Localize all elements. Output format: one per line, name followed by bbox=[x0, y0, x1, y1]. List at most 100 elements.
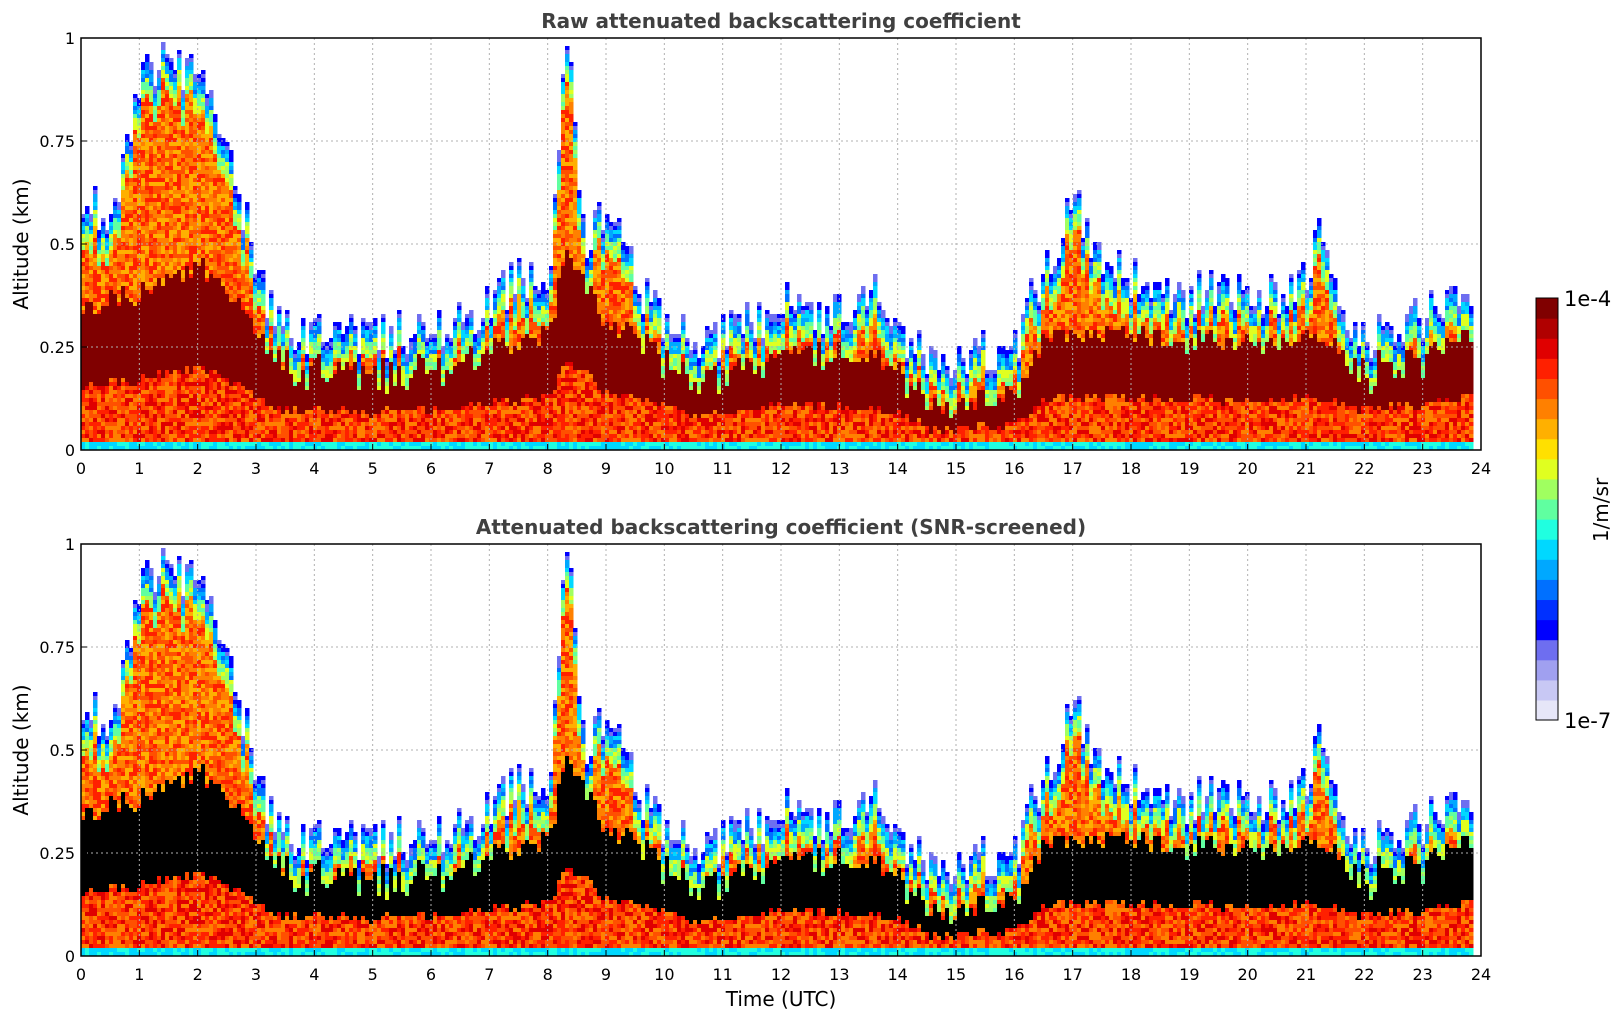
heatmap-cell bbox=[161, 338, 166, 343]
heatmap-cell bbox=[445, 430, 450, 435]
heatmap-cell bbox=[201, 442, 206, 447]
heatmap-cell bbox=[397, 318, 402, 323]
heatmap-cell bbox=[193, 306, 198, 311]
heatmap-cell bbox=[441, 410, 446, 415]
heatmap-cell bbox=[421, 446, 426, 450]
heatmap-cell bbox=[173, 422, 178, 427]
heatmap-cell bbox=[185, 138, 190, 143]
heatmap-cell bbox=[181, 226, 186, 231]
heatmap-cell bbox=[281, 422, 286, 427]
heatmap-cell bbox=[253, 334, 258, 339]
heatmap-cell bbox=[153, 302, 158, 307]
heatmap-cell bbox=[153, 402, 158, 407]
heatmap-cell bbox=[193, 262, 198, 267]
heatmap-cell bbox=[97, 266, 102, 271]
heatmap-cell bbox=[453, 414, 458, 419]
heatmap-cell bbox=[181, 398, 186, 403]
heatmap-cell bbox=[441, 438, 446, 443]
heatmap-cell bbox=[305, 438, 310, 443]
heatmap-cell bbox=[317, 358, 322, 363]
heatmap-cell bbox=[169, 442, 174, 447]
heatmap-cell bbox=[409, 370, 414, 375]
heatmap-cell bbox=[105, 246, 110, 251]
heatmap-cell bbox=[93, 426, 98, 431]
heatmap-cell bbox=[397, 430, 402, 435]
heatmap-cell bbox=[165, 150, 170, 155]
heatmap-cell bbox=[133, 246, 138, 251]
heatmap-cell bbox=[165, 86, 170, 91]
heatmap-cell bbox=[169, 318, 174, 323]
heatmap-cell bbox=[89, 382, 94, 387]
heatmap-cell bbox=[201, 182, 206, 187]
heatmap-cell bbox=[181, 214, 186, 219]
heatmap-cell bbox=[261, 442, 266, 447]
heatmap-cell bbox=[213, 194, 218, 199]
heatmap-cell bbox=[273, 426, 278, 431]
heatmap-cell bbox=[373, 330, 378, 335]
heatmap-cell bbox=[161, 446, 166, 450]
heatmap-cell bbox=[273, 362, 278, 367]
heatmap-cell bbox=[141, 286, 146, 291]
heatmap-cell bbox=[185, 278, 190, 283]
heatmap-cell bbox=[153, 246, 158, 251]
heatmap-cell bbox=[197, 290, 202, 295]
heatmap-cell bbox=[273, 446, 278, 450]
heatmap-cell bbox=[405, 390, 410, 395]
heatmap-cell bbox=[201, 190, 206, 195]
heatmap-cell bbox=[221, 178, 226, 183]
heatmap-cell bbox=[101, 266, 106, 271]
heatmap-cell bbox=[161, 126, 166, 131]
heatmap-cell bbox=[129, 442, 134, 447]
heatmap-cell bbox=[121, 270, 126, 275]
heatmap-cell bbox=[205, 446, 210, 450]
heatmap-cell bbox=[337, 338, 342, 343]
heatmap-cell bbox=[225, 330, 230, 335]
heatmap-cell bbox=[145, 330, 150, 335]
heatmap-cell bbox=[129, 306, 134, 311]
heatmap-cell bbox=[161, 122, 166, 127]
heatmap-cell bbox=[161, 110, 166, 115]
heatmap-cell bbox=[181, 426, 186, 431]
heatmap-cell bbox=[325, 426, 330, 431]
heatmap-cell bbox=[173, 254, 178, 259]
heatmap-cell bbox=[217, 398, 222, 403]
heatmap-cell bbox=[97, 270, 102, 275]
heatmap-cell bbox=[101, 290, 106, 295]
heatmap-cell bbox=[133, 274, 138, 279]
heatmap-cell bbox=[241, 254, 246, 259]
heatmap-cell bbox=[141, 266, 146, 271]
heatmap-cell bbox=[93, 194, 98, 199]
heatmap-cell bbox=[125, 202, 130, 207]
heatmap-cell bbox=[309, 402, 314, 407]
heatmap-cell bbox=[141, 398, 146, 403]
heatmap-cell bbox=[445, 334, 450, 339]
heatmap-cell bbox=[145, 438, 150, 443]
heatmap-cell bbox=[173, 258, 178, 263]
heatmap-cell bbox=[201, 298, 206, 303]
heatmap-cell bbox=[309, 394, 314, 399]
heatmap-cell bbox=[253, 338, 258, 343]
heatmap-cell bbox=[85, 418, 90, 423]
heatmap-cell bbox=[121, 194, 126, 199]
heatmap-cell bbox=[365, 434, 370, 439]
heatmap-cell bbox=[169, 422, 174, 427]
heatmap-cell bbox=[181, 338, 186, 343]
heatmap-cell bbox=[225, 374, 230, 379]
heatmap-cell bbox=[237, 290, 242, 295]
heatmap-cell bbox=[241, 230, 246, 235]
heatmap-cell bbox=[329, 366, 334, 371]
heatmap-cell bbox=[337, 438, 342, 443]
heatmap-cell bbox=[129, 318, 134, 323]
heatmap-cell bbox=[185, 302, 190, 307]
heatmap-cell bbox=[205, 394, 210, 399]
heatmap-cell bbox=[349, 338, 354, 343]
heatmap-cell bbox=[253, 418, 258, 423]
heatmap-cell bbox=[89, 410, 94, 415]
heatmap-cell bbox=[213, 210, 218, 215]
heatmap-cell bbox=[149, 62, 154, 67]
heatmap-cell bbox=[429, 418, 434, 423]
heatmap-cell bbox=[421, 378, 426, 383]
heatmap-cell bbox=[181, 258, 186, 263]
heatmap-cell bbox=[273, 354, 278, 359]
heatmap-cell bbox=[405, 402, 410, 407]
